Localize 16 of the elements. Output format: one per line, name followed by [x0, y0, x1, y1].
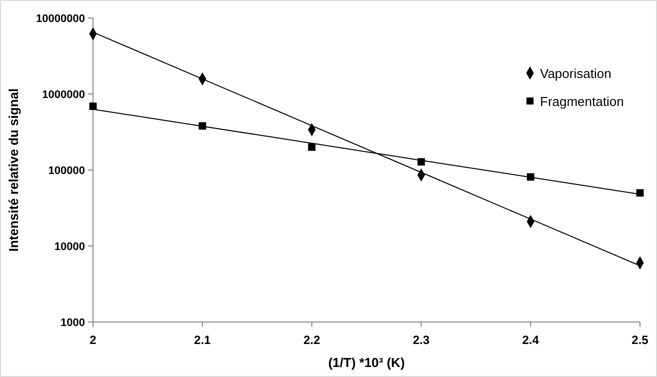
legend-label: Vaporisation [540, 66, 612, 81]
x-axis-title: (1/T) *10³ (K) [328, 355, 405, 370]
x-tick-label: 2.1 [194, 333, 212, 347]
x-tick-label: 2 [90, 333, 97, 347]
y-tick-label: 10000000 [36, 13, 85, 25]
x-tick-label: 2.3 [412, 333, 430, 347]
y-tick-label: 1000000 [42, 89, 85, 101]
legend-label: Fragmentation [540, 94, 624, 109]
y-tick-label: 10000 [54, 241, 85, 253]
point [308, 143, 316, 151]
x-tick-label: 2.2 [303, 333, 320, 347]
x-tick-label: 2.4 [522, 333, 540, 347]
y-tick-label: 1000 [60, 317, 85, 329]
x-tick-label: 2.5 [632, 333, 649, 347]
y-axis-title: Intensité relative du signal [6, 88, 21, 252]
y-tick-label: 100000 [48, 165, 85, 177]
